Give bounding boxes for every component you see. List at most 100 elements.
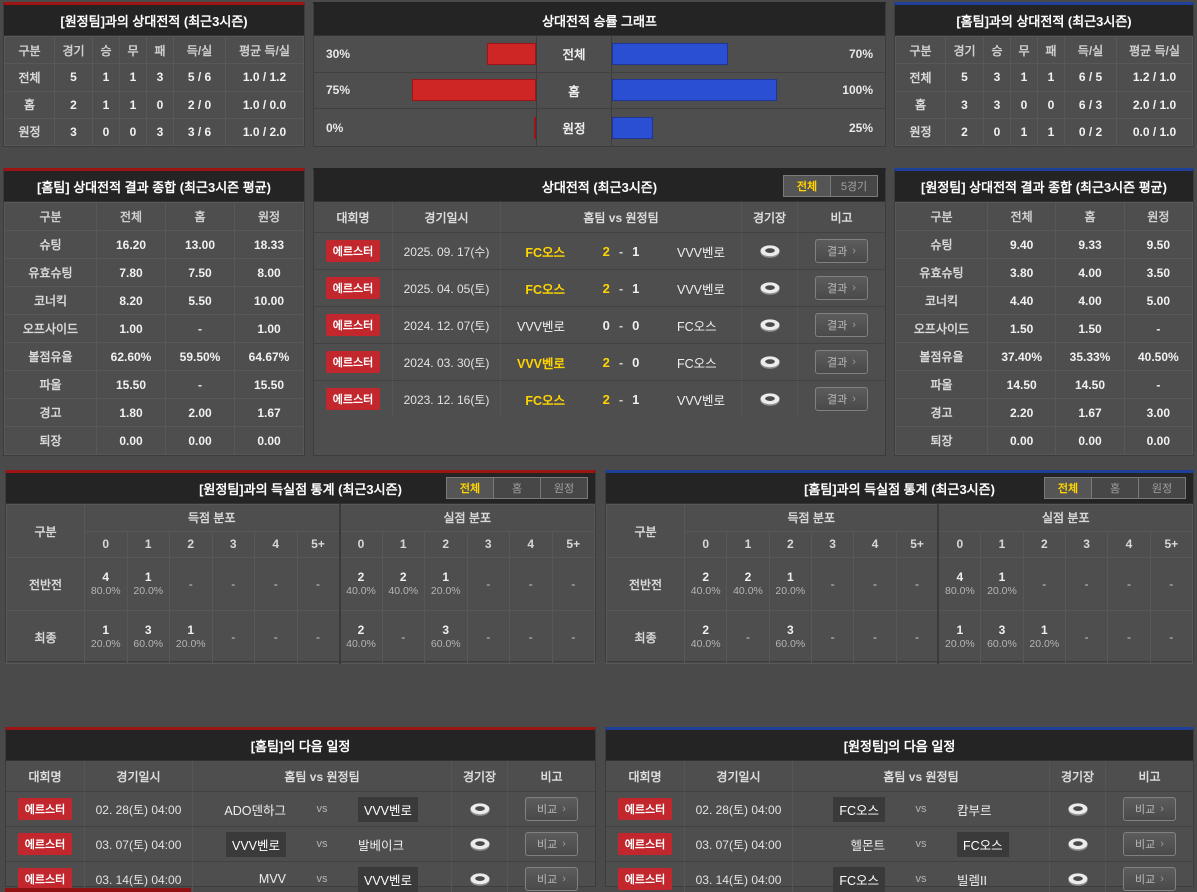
stat-cell: 2 40.0% bbox=[683, 557, 728, 611]
compare-button[interactable]: 비교 › bbox=[525, 797, 578, 821]
league-badge: 에르스터 bbox=[17, 833, 73, 855]
result-button[interactable]: 결과 › bbox=[815, 387, 868, 411]
cell-value: 2.20 bbox=[986, 398, 1057, 427]
table-header-row: 구분 전체 홈 원정 bbox=[895, 202, 1194, 231]
compare-button[interactable]: 비교 › bbox=[1123, 867, 1176, 891]
stadium-cell bbox=[741, 344, 797, 380]
stat-cell: - bbox=[381, 610, 425, 664]
button-label: 비교 bbox=[537, 804, 558, 816]
cell-value: 1 bbox=[119, 63, 147, 92]
tab-away[interactable]: 원정 bbox=[540, 477, 588, 499]
stats-row: 전반전 2 40.0% 2 40.0% 1 20.0% - - -4 80.0% 1 20.0% - - - - bbox=[606, 557, 1194, 611]
stadium-icon[interactable] bbox=[1067, 802, 1089, 817]
tab-home[interactable]: 홈 bbox=[1091, 477, 1139, 499]
tab-all[interactable]: 전체 bbox=[1044, 477, 1092, 499]
stat-cell: 3 60.0% bbox=[126, 610, 170, 664]
row-label: 최종 bbox=[606, 610, 685, 664]
stat-cell: - bbox=[1064, 557, 1109, 611]
cell-value: 35.33% bbox=[1055, 342, 1125, 371]
note-cell: 결과 › bbox=[797, 344, 885, 380]
away-team: VVV벤로 bbox=[663, 279, 741, 298]
result-button[interactable]: 결과 › bbox=[815, 276, 868, 300]
button-label: 결과 bbox=[827, 283, 848, 295]
win-rate-chart: 30% 전체 70% 75% 홈 100% 0% 원정 25% bbox=[314, 36, 885, 146]
stadium-icon[interactable] bbox=[1067, 872, 1089, 887]
result-button[interactable]: 결과 › bbox=[815, 313, 868, 337]
stadium-icon[interactable] bbox=[759, 392, 781, 407]
away-team-name: 캄부르 bbox=[957, 803, 992, 818]
stadium-icon[interactable] bbox=[469, 802, 491, 817]
cell-value: 3 / 6 bbox=[173, 117, 226, 147]
table-row: 유효슈팅 7.80 7.50 8.00 bbox=[4, 258, 304, 287]
vs-home-goal-stats-table: 구분 득점 분포 실점 분포 0 1 2 3 4 5+ 0 1 2 3 4 5+ 전반전 2 40.0% 2 40.0… bbox=[606, 504, 1194, 664]
compare-button[interactable]: 비교 › bbox=[1123, 797, 1176, 821]
bin-header: 1 bbox=[726, 530, 770, 558]
away-team: VVV벤로 bbox=[663, 242, 741, 261]
result-button[interactable]: 결과 › bbox=[815, 350, 868, 374]
cell-value: 0 bbox=[92, 117, 120, 147]
stat-percent: 20.0% bbox=[987, 584, 1017, 597]
stadium-icon[interactable] bbox=[759, 281, 781, 296]
stat-count: 3 bbox=[144, 622, 152, 637]
stat-count: 1 bbox=[187, 622, 195, 637]
row-label: 최종 bbox=[6, 610, 85, 664]
stadium-icon[interactable] bbox=[469, 872, 491, 887]
cell-value: 3 bbox=[146, 63, 174, 92]
tab-all[interactable]: 전체 bbox=[783, 175, 831, 197]
row-label: 전체 bbox=[895, 63, 946, 92]
tab-home[interactable]: 홈 bbox=[493, 477, 541, 499]
match-datetime: 2023. 12. 16(토) bbox=[392, 381, 500, 417]
stadium-icon[interactable] bbox=[469, 837, 491, 852]
tab-last-5-games[interactable]: 5경기 bbox=[830, 175, 878, 197]
cell-value: 1.00 bbox=[96, 314, 166, 343]
cell-value: 0 bbox=[1037, 90, 1065, 119]
stadium-icon[interactable] bbox=[759, 244, 781, 259]
stats-bin-header-row: 0 1 2 3 4 5+ 0 1 2 3 4 5+ bbox=[607, 530, 1194, 558]
panel-title: 상대전적 (최근3시즌) bbox=[541, 179, 658, 195]
stat-cell: 3 60.0% bbox=[980, 610, 1024, 664]
match-teams: VVV벤로 vs 발베이크 bbox=[192, 827, 451, 861]
stats-row: 최종 1 20.0% 3 60.0% 1 20.0% - - -2 40.0% -3 60.0% - - - bbox=[6, 610, 595, 664]
stadium-cell bbox=[741, 233, 797, 269]
column-header: 경기장 bbox=[741, 202, 797, 232]
row-label: 전체 bbox=[4, 63, 55, 92]
panel-title: [홈팀]과의 득실점 통계 (최근3시즌) bbox=[804, 481, 995, 497]
cell-value: - bbox=[165, 314, 235, 343]
row-label: 파울 bbox=[895, 370, 988, 399]
tab-all[interactable]: 전체 bbox=[446, 477, 494, 499]
bin-header: 3 bbox=[466, 530, 510, 558]
table-row: 볼점유율 62.60% 59.50% 64.67% bbox=[4, 342, 304, 371]
cell-value: 64.67% bbox=[234, 342, 304, 371]
compare-button[interactable]: 비교 › bbox=[1123, 832, 1176, 856]
result-button[interactable]: 결과 › bbox=[815, 239, 868, 263]
cell-value: 1.2 / 1.0 bbox=[1116, 63, 1193, 92]
cell-value: 1.00 bbox=[234, 314, 304, 343]
cell-value: 13.00 bbox=[165, 230, 235, 259]
stat-cell: - bbox=[254, 557, 298, 611]
league-badge: 에르스터 bbox=[617, 868, 673, 890]
button-label: 결과 bbox=[827, 394, 848, 406]
compare-button[interactable]: 비교 › bbox=[525, 867, 578, 891]
row-label: 코너킥 bbox=[4, 286, 97, 315]
cell-value: - bbox=[1123, 370, 1194, 399]
win-rate-chart-panel: 상대전적 승률 그래프 30% 전체 70% 75% 홈 100% 0% 원정 25% bbox=[313, 2, 886, 147]
match-row: 에르스터 2025. 04. 05(토) FC오스 2-1 VVV벤로 결과 › bbox=[314, 269, 885, 306]
stadium-icon[interactable] bbox=[759, 318, 781, 333]
scored-group-header: 득점 분포 bbox=[684, 504, 939, 532]
match-row: 에르스터 2024. 12. 07(토) VVV벤로 0-0 FC오스 결과 › bbox=[314, 306, 885, 343]
tab-away[interactable]: 원정 bbox=[1138, 477, 1186, 499]
compare-button[interactable]: 비교 › bbox=[525, 832, 578, 856]
home-team-name: VVV벤로 bbox=[516, 319, 565, 334]
bin-header: 4 bbox=[853, 530, 897, 558]
column-header: 전체 bbox=[986, 202, 1057, 231]
stadium-icon[interactable] bbox=[759, 355, 781, 370]
stat-cell: 2 40.0% bbox=[338, 557, 383, 611]
cell-value: 0.00 bbox=[986, 426, 1057, 455]
panel-title: [홈팀]과의 상대전적 (최근3시즌) bbox=[956, 13, 1132, 29]
panel-header: [홈팀] 상대전적 결과 종합 (최근3시즌 평균) bbox=[4, 171, 304, 202]
away-team-name: FC오스 bbox=[677, 356, 717, 371]
bin-header: 0 bbox=[84, 530, 128, 558]
stadium-icon[interactable] bbox=[1067, 837, 1089, 852]
stat-percent: 20.0% bbox=[175, 637, 206, 650]
league-badge: 에르스터 bbox=[325, 314, 381, 336]
